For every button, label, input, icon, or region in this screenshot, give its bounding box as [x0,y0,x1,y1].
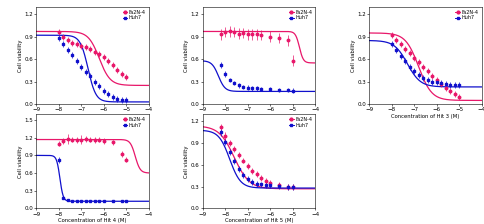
Y-axis label: Cell viability: Cell viability [351,39,356,72]
Y-axis label: Cell viability: Cell viability [18,145,23,178]
Legend: Fa2N-4, Huh7: Fa2N-4, Huh7 [455,9,479,21]
Legend: Fa2N-4, Huh7: Fa2N-4, Huh7 [122,117,146,128]
X-axis label: Concentration of Hit 4 (M): Concentration of Hit 4 (M) [58,218,127,223]
Legend: Fa2N-4, Huh7: Fa2N-4, Huh7 [288,9,313,21]
Y-axis label: Cell viability: Cell viability [184,145,189,178]
Legend: Fa2N-4, Huh7: Fa2N-4, Huh7 [122,9,146,21]
X-axis label: Concentration of Hit 5 (M): Concentration of Hit 5 (M) [225,218,293,223]
Legend: Fa2N-4, Huh7: Fa2N-4, Huh7 [288,117,313,128]
Y-axis label: Cell viability: Cell viability [18,39,23,72]
X-axis label: Concentration of Hit 2 (M): Concentration of Hit 2 (M) [225,114,293,119]
X-axis label: Concentration of Hit 1(M): Concentration of Hit 1(M) [59,114,126,119]
X-axis label: Concentration of Hit 3 (M): Concentration of Hit 3 (M) [391,114,459,119]
Y-axis label: Cell viability: Cell viability [184,39,189,72]
